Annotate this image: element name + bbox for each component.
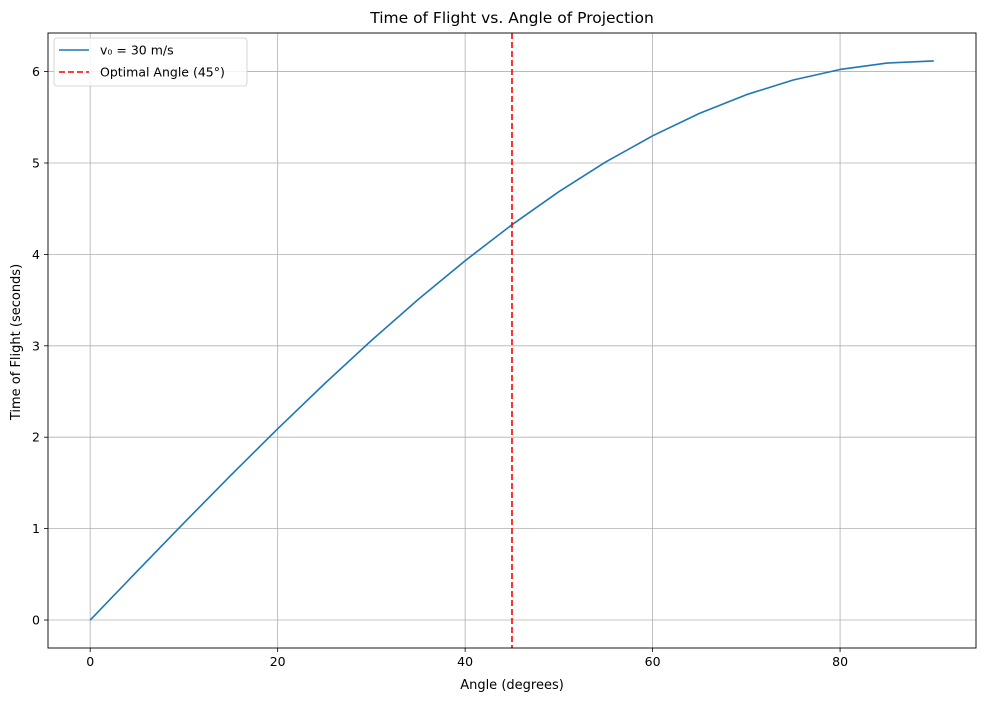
ticks: 0 20 40 60 80 0 1 2 3 4 5 6 — [32, 64, 848, 669]
x-tick-label: 20 — [270, 654, 286, 669]
x-tick-label: 80 — [832, 654, 848, 669]
series-layer — [89, 33, 934, 648]
y-tick-label: 2 — [32, 430, 40, 445]
legend-box — [53, 37, 248, 87]
x-tick-label: 0 — [86, 654, 94, 669]
y-tick-label: 6 — [32, 64, 40, 79]
y-tick-label: 0 — [32, 613, 40, 628]
legend-label: v₀ = 30 m/s — [100, 43, 174, 58]
x-tick-label: 60 — [645, 654, 661, 669]
plot-frame — [47, 32, 977, 649]
y-axis-label: Time of Flight (seconds) — [9, 264, 24, 421]
y-tick-label: 3 — [32, 338, 40, 353]
legend: v₀ = 30 m/s Optimal Angle (45°) — [53, 37, 248, 87]
legend-label: Optimal Angle (45°) — [100, 65, 225, 80]
chart-title: Time of Flight vs. Angle of Projection — [369, 9, 654, 27]
x-tick-label: 40 — [457, 654, 473, 669]
x-axis-label: Angle (degrees) — [460, 678, 564, 693]
y-tick-label: 4 — [32, 247, 40, 262]
y-tick-label: 5 — [32, 155, 40, 170]
y-tick-label: 1 — [32, 521, 40, 536]
